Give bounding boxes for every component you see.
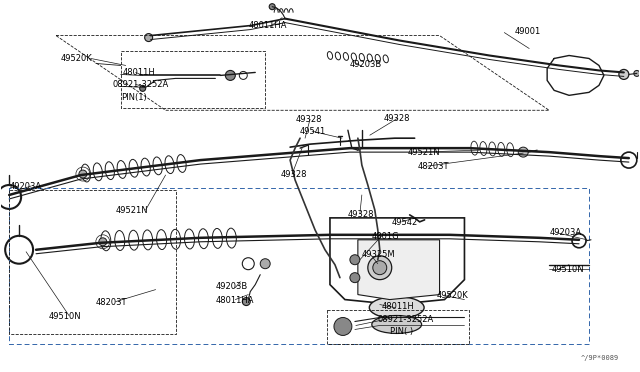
Text: 49541: 49541 xyxy=(300,127,326,136)
Circle shape xyxy=(368,256,392,280)
Text: 49203B: 49203B xyxy=(216,282,248,291)
Circle shape xyxy=(140,86,146,92)
Text: 48011H: 48011H xyxy=(382,302,415,311)
Circle shape xyxy=(99,238,107,246)
Text: 49203B: 49203B xyxy=(350,61,382,70)
Text: 49328: 49328 xyxy=(348,210,374,219)
Text: 4801G: 4801G xyxy=(372,232,399,241)
Text: 49510N: 49510N xyxy=(49,311,82,321)
Circle shape xyxy=(269,4,275,10)
Circle shape xyxy=(79,170,87,178)
Polygon shape xyxy=(358,240,440,299)
Text: 48011HA: 48011HA xyxy=(216,296,254,305)
Text: 49001: 49001 xyxy=(515,26,541,36)
Text: 49542: 49542 xyxy=(392,218,418,227)
Text: 49521N: 49521N xyxy=(408,148,440,157)
Text: 49520K: 49520K xyxy=(61,54,93,64)
Text: 49325M: 49325M xyxy=(362,250,396,259)
Circle shape xyxy=(260,259,270,269)
Circle shape xyxy=(350,255,360,265)
Text: 08921-3252A: 08921-3252A xyxy=(378,314,434,324)
Text: ^/9P*0089: ^/9P*0089 xyxy=(580,355,619,361)
Text: 49520K: 49520K xyxy=(436,291,468,299)
Text: 49521N: 49521N xyxy=(116,206,148,215)
Text: 49328: 49328 xyxy=(296,115,323,124)
Circle shape xyxy=(350,273,360,283)
Ellipse shape xyxy=(372,315,422,333)
Text: PIN( ): PIN( ) xyxy=(390,327,413,336)
Text: 08921-3252A: 08921-3252A xyxy=(113,80,169,89)
Circle shape xyxy=(145,33,152,42)
Text: 49328: 49328 xyxy=(384,114,410,123)
Text: 49203A: 49203A xyxy=(9,182,42,191)
Text: 48011H: 48011H xyxy=(123,68,156,77)
Text: 48011HA: 48011HA xyxy=(248,20,287,30)
Circle shape xyxy=(334,318,352,336)
Circle shape xyxy=(634,70,640,76)
Text: 48203T: 48203T xyxy=(418,162,449,171)
Text: 49203A: 49203A xyxy=(549,228,581,237)
Text: 49328: 49328 xyxy=(280,170,307,179)
Circle shape xyxy=(373,261,387,275)
Circle shape xyxy=(518,147,528,157)
Text: 48203T: 48203T xyxy=(96,298,127,307)
Text: PIN(1): PIN(1) xyxy=(121,93,147,102)
Circle shape xyxy=(243,298,250,305)
Ellipse shape xyxy=(369,296,424,318)
Text: 49510N: 49510N xyxy=(551,265,584,274)
Circle shape xyxy=(225,70,236,80)
Circle shape xyxy=(619,70,629,79)
